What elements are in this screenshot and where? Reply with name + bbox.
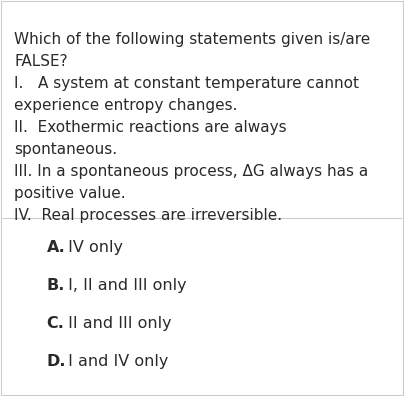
Text: positive value.: positive value. [14,186,126,201]
Text: A.: A. [46,240,65,255]
Text: I, II and III only: I, II and III only [63,278,186,293]
Text: B.: B. [46,278,65,293]
Text: FALSE?: FALSE? [14,54,68,69]
Text: C.: C. [46,316,64,331]
Text: II.  Exothermic reactions are always: II. Exothermic reactions are always [14,120,287,135]
Text: D.: D. [46,354,66,369]
Text: III. In a spontaneous process, ΔG always has a: III. In a spontaneous process, ΔG always… [14,164,368,179]
Text: IV.  Real processes are irreversible.: IV. Real processes are irreversible. [14,208,282,223]
Text: I.   A system at constant temperature cannot: I. A system at constant temperature cann… [14,76,359,91]
Text: IV only: IV only [63,240,123,255]
Text: II and III only: II and III only [63,316,171,331]
Text: spontaneous.: spontaneous. [14,142,117,157]
Text: experience entropy changes.: experience entropy changes. [14,98,238,113]
Text: I and IV only: I and IV only [63,354,168,369]
Text: Which of the following statements given is/are: Which of the following statements given … [14,32,370,47]
